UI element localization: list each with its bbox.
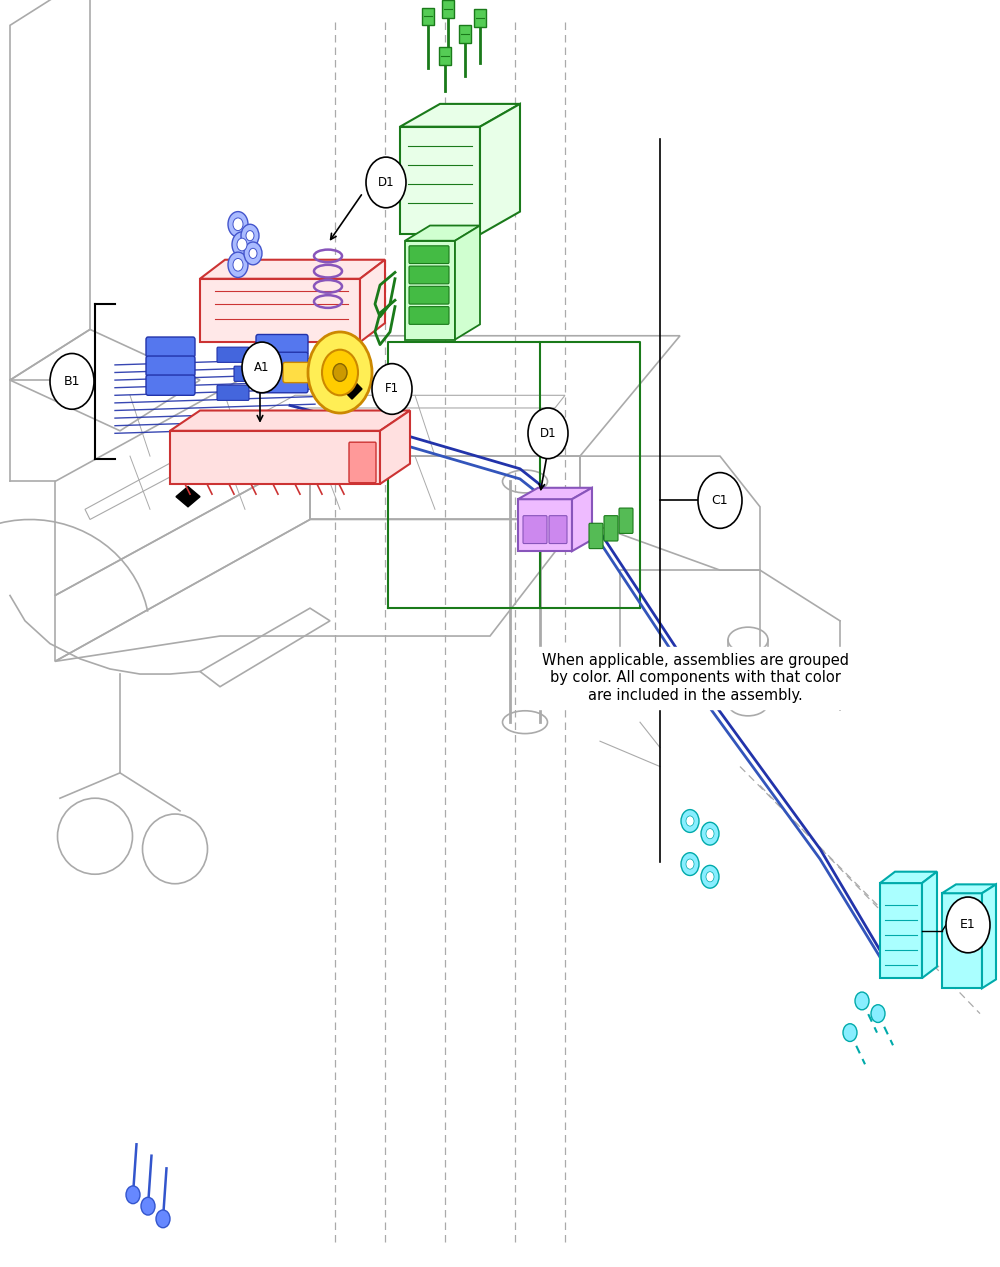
Text: A1: A1: [254, 361, 270, 374]
FancyBboxPatch shape: [217, 347, 249, 362]
Polygon shape: [455, 226, 480, 340]
FancyBboxPatch shape: [146, 356, 195, 376]
Text: D1: D1: [540, 427, 556, 440]
Circle shape: [686, 859, 694, 869]
Circle shape: [50, 353, 94, 409]
Polygon shape: [474, 9, 486, 27]
Circle shape: [233, 218, 243, 231]
Polygon shape: [942, 884, 996, 893]
Circle shape: [244, 242, 262, 265]
Polygon shape: [922, 872, 937, 978]
Polygon shape: [360, 260, 385, 342]
Circle shape: [946, 897, 990, 953]
Polygon shape: [439, 47, 451, 65]
Text: C1: C1: [712, 494, 728, 507]
FancyBboxPatch shape: [283, 362, 327, 383]
FancyBboxPatch shape: [256, 352, 308, 372]
Polygon shape: [480, 104, 520, 234]
Polygon shape: [405, 226, 480, 241]
Polygon shape: [170, 431, 380, 484]
FancyBboxPatch shape: [523, 516, 547, 544]
Circle shape: [681, 810, 699, 832]
Circle shape: [871, 1005, 885, 1022]
Circle shape: [701, 822, 719, 845]
FancyBboxPatch shape: [256, 334, 308, 355]
Polygon shape: [942, 893, 982, 988]
Circle shape: [228, 252, 248, 277]
Polygon shape: [400, 104, 520, 127]
Polygon shape: [380, 411, 410, 484]
Polygon shape: [518, 499, 572, 551]
Circle shape: [308, 332, 372, 413]
Circle shape: [241, 224, 259, 247]
Circle shape: [246, 231, 254, 241]
Polygon shape: [176, 487, 200, 507]
FancyBboxPatch shape: [619, 508, 633, 533]
Polygon shape: [459, 25, 471, 43]
Polygon shape: [405, 241, 455, 340]
Polygon shape: [880, 883, 922, 978]
FancyBboxPatch shape: [604, 516, 618, 541]
Circle shape: [242, 342, 282, 393]
Polygon shape: [400, 127, 480, 234]
Circle shape: [372, 364, 412, 414]
Circle shape: [232, 232, 252, 257]
Polygon shape: [982, 884, 996, 988]
FancyBboxPatch shape: [146, 337, 195, 357]
Circle shape: [322, 350, 358, 395]
Circle shape: [698, 473, 742, 528]
Circle shape: [126, 1186, 140, 1204]
FancyBboxPatch shape: [234, 366, 266, 381]
Circle shape: [855, 992, 869, 1010]
Polygon shape: [880, 872, 937, 883]
Polygon shape: [200, 279, 360, 342]
Circle shape: [366, 157, 406, 208]
Polygon shape: [572, 488, 592, 551]
Circle shape: [249, 248, 257, 258]
Circle shape: [156, 1210, 170, 1228]
Text: E1: E1: [960, 919, 976, 931]
FancyBboxPatch shape: [146, 375, 195, 395]
Text: F1: F1: [385, 383, 399, 395]
Polygon shape: [170, 411, 410, 431]
Text: B1: B1: [64, 375, 80, 388]
Text: When applicable, assemblies are grouped
by color. All components with that color: When applicable, assemblies are grouped …: [542, 653, 848, 703]
Polygon shape: [422, 8, 434, 25]
Circle shape: [237, 238, 247, 251]
FancyBboxPatch shape: [589, 523, 603, 549]
Circle shape: [681, 853, 699, 875]
FancyBboxPatch shape: [409, 286, 449, 304]
Polygon shape: [342, 379, 362, 399]
Circle shape: [701, 865, 719, 888]
Circle shape: [228, 212, 248, 237]
Circle shape: [141, 1197, 155, 1215]
FancyBboxPatch shape: [409, 246, 449, 264]
Circle shape: [333, 364, 347, 381]
FancyBboxPatch shape: [256, 372, 308, 393]
Polygon shape: [200, 260, 385, 279]
Circle shape: [706, 829, 714, 839]
Circle shape: [843, 1024, 857, 1041]
FancyBboxPatch shape: [549, 516, 567, 544]
Circle shape: [706, 872, 714, 882]
FancyBboxPatch shape: [409, 307, 449, 324]
Circle shape: [233, 258, 243, 271]
Circle shape: [686, 816, 694, 826]
Text: D1: D1: [378, 176, 394, 189]
Polygon shape: [442, 0, 454, 18]
Circle shape: [528, 408, 568, 459]
FancyBboxPatch shape: [349, 442, 376, 483]
Polygon shape: [518, 488, 592, 499]
FancyBboxPatch shape: [217, 385, 249, 400]
FancyBboxPatch shape: [409, 266, 449, 284]
